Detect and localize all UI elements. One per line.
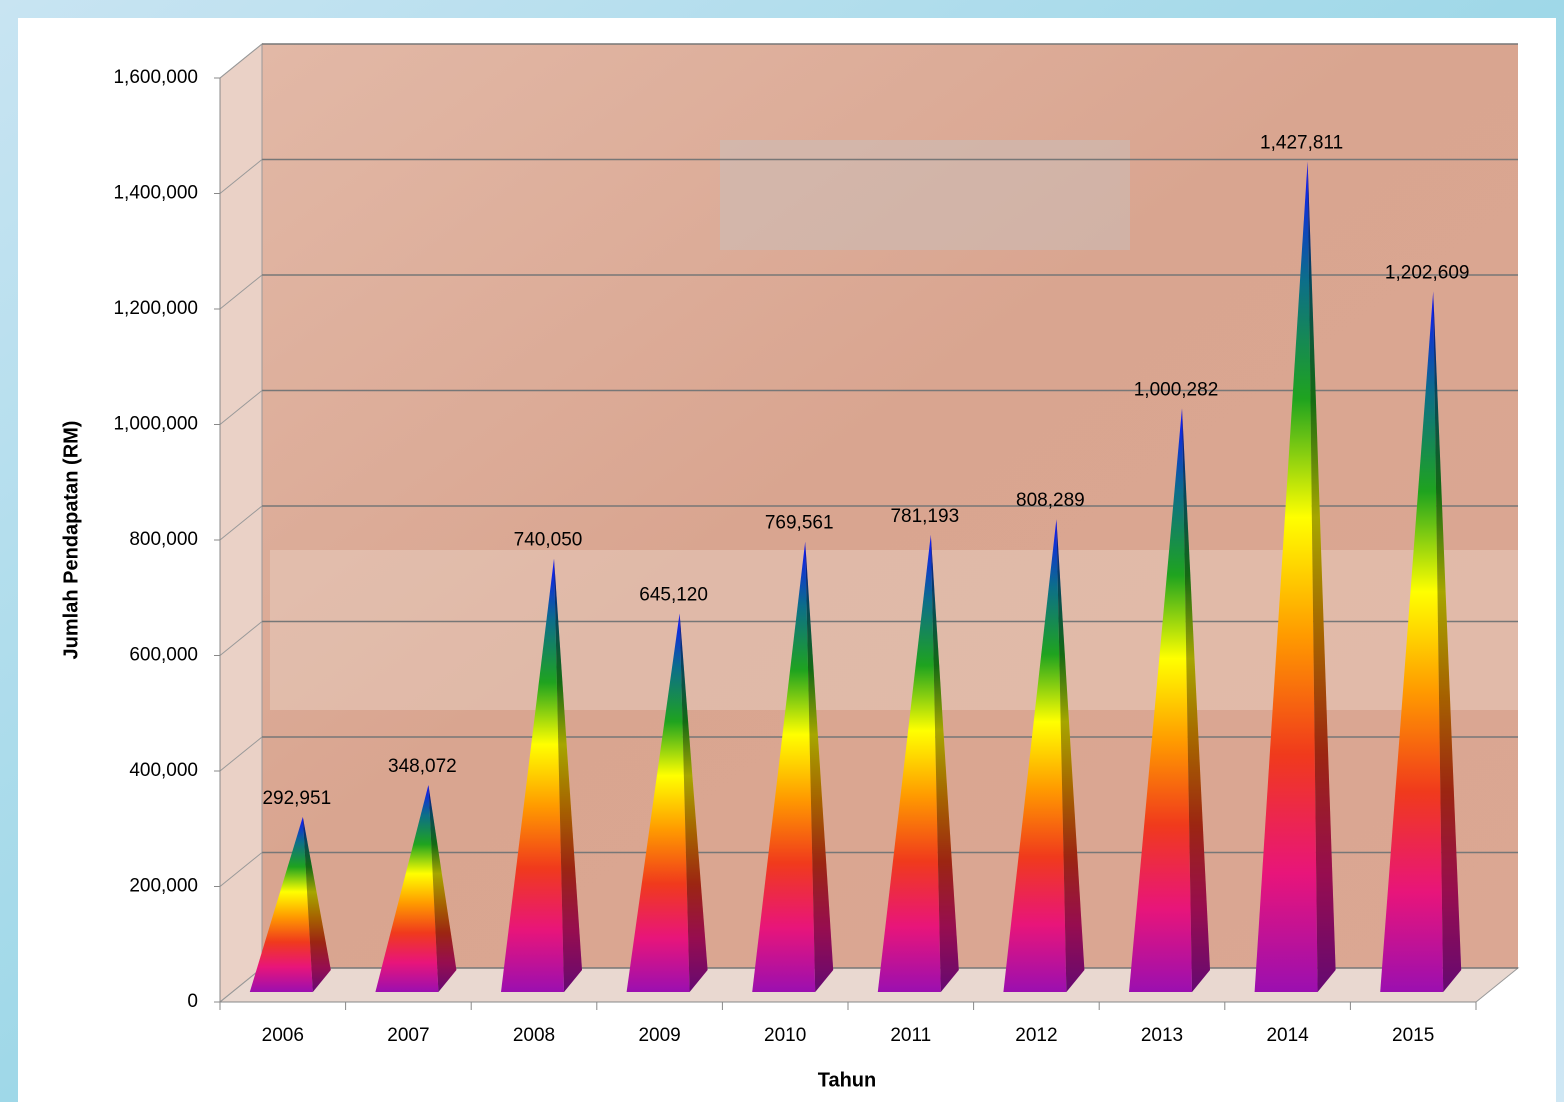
x-axis-title: Tahun bbox=[818, 1069, 877, 1091]
x-tick-label: 2006 bbox=[262, 1025, 304, 1046]
x-tick-label: 2009 bbox=[638, 1025, 680, 1046]
value-label: 1,202,609 bbox=[1385, 263, 1470, 284]
x-tick-label: 2010 bbox=[764, 1025, 806, 1046]
value-label: 1,427,811 bbox=[1260, 132, 1343, 153]
y-tick-label: 400,000 bbox=[129, 760, 198, 781]
y-tick-label: 0 bbox=[187, 991, 198, 1012]
value-label: 292,951 bbox=[262, 788, 331, 809]
value-label: 769,561 bbox=[765, 513, 834, 534]
y-tick-label: 1,600,000 bbox=[113, 67, 198, 88]
x-tick-label: 2013 bbox=[1141, 1025, 1183, 1046]
y-tick-label: 600,000 bbox=[129, 645, 198, 666]
value-label: 1,000,282 bbox=[1134, 379, 1219, 400]
x-tick-label: 2008 bbox=[513, 1025, 555, 1046]
photo-sign bbox=[720, 140, 1130, 250]
value-label: 781,193 bbox=[890, 506, 959, 527]
y-tick-label: 800,000 bbox=[129, 529, 198, 550]
photo-counter bbox=[270, 550, 1518, 710]
value-label: 808,289 bbox=[1016, 490, 1085, 511]
x-tick-label: 2011 bbox=[890, 1025, 931, 1046]
x-tick-label: 2015 bbox=[1392, 1025, 1434, 1046]
x-tick-label: 2007 bbox=[387, 1025, 429, 1046]
y-tick-label: 200,000 bbox=[129, 876, 198, 897]
value-label: 740,050 bbox=[514, 530, 583, 551]
value-label: 348,072 bbox=[388, 756, 457, 777]
y-tick-label: 1,200,000 bbox=[113, 298, 198, 319]
x-tick-label: 2014 bbox=[1266, 1025, 1309, 1046]
y-tick-label: 1,000,000 bbox=[113, 414, 198, 435]
chart: Jumlah Pendapatan (RM) Tahun 0 200,000 400… bbox=[0, 0, 1564, 1102]
value-label: 645,120 bbox=[639, 584, 708, 605]
page: Jumlah Pendapatan (RM) Tahun 0 200,000 400… bbox=[0, 0, 1564, 1102]
x-tick-label: 2012 bbox=[1015, 1025, 1057, 1046]
y-axis-title: Jumlah Pendapatan (RM) bbox=[60, 421, 82, 660]
y-tick-label: 1,400,000 bbox=[113, 183, 198, 204]
